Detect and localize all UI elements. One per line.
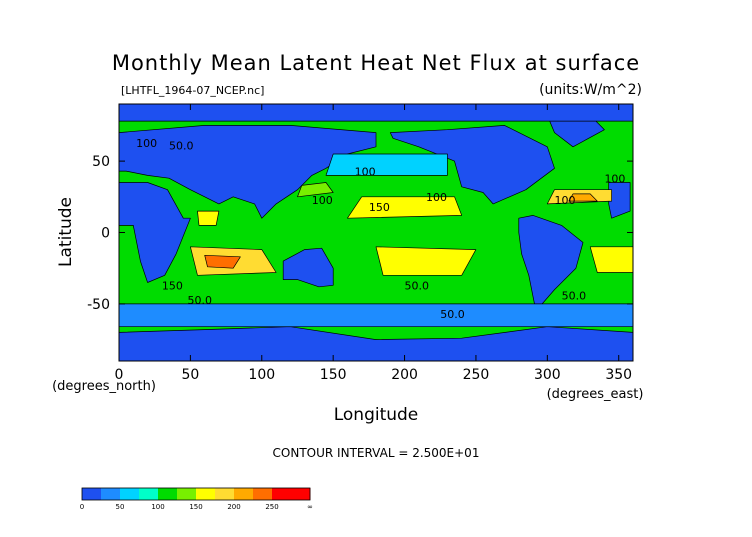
- y-axis-label: Latitude: [56, 197, 76, 267]
- contour-label: 50.0: [562, 290, 587, 303]
- region-14: [347, 196, 463, 219]
- contour-label: 100: [355, 165, 376, 178]
- contour-label: 100: [554, 194, 575, 207]
- contour-label: 100: [426, 191, 447, 204]
- region-4: [119, 182, 191, 283]
- x-tick-label: 50: [181, 367, 199, 383]
- colorbar: 0 50 100 150 200 250 ∞: [80, 487, 313, 511]
- contour-interval-text: CONTOUR INTERVAL = 2.500E+01: [273, 446, 480, 460]
- contour-label: 50.0: [188, 294, 213, 307]
- chart-title: Monthly Mean Latent Heat Net Flux at sur…: [112, 51, 640, 75]
- plot-area: 100 50.0 150 50.0 100 100 150 100 100 100 50.0 50.0…: [119, 104, 633, 361]
- x-tick-label: 350: [605, 367, 632, 383]
- contour-label: 100: [312, 194, 333, 207]
- region-2: [518, 215, 584, 312]
- x-tick-label: 200: [391, 367, 418, 383]
- x-tick-label: 300: [534, 367, 561, 383]
- contour-label: 50.0: [405, 280, 430, 293]
- colorbar-swatch: [291, 488, 311, 500]
- x-unit-label: (degrees_east): [547, 387, 644, 402]
- y-tick-label: -50: [87, 297, 110, 313]
- region-8: [119, 104, 633, 122]
- contour-label: 100: [604, 173, 625, 186]
- colorbar-tick-label: 200: [227, 503, 240, 511]
- y-axis: -50 0 50: [87, 154, 633, 313]
- colorbar-swatch: [101, 488, 121, 500]
- colorbar-swatch: [177, 488, 197, 500]
- colorbar-swatch: [139, 488, 159, 500]
- x-tick-label: 0: [115, 367, 124, 383]
- region-17: [589, 246, 633, 273]
- contour-label: 150: [162, 280, 183, 293]
- y-unit-label: (degrees_north): [52, 379, 156, 394]
- colorbar-frame: [81, 487, 311, 501]
- region-19: [197, 210, 220, 226]
- colorbar-tick-label: ∞: [307, 503, 313, 511]
- region-7: [119, 326, 633, 361]
- colorbar-swatch: [215, 488, 235, 500]
- region-9: [119, 303, 633, 328]
- colorbar-swatch: [272, 488, 292, 500]
- y-tick-label: 50: [92, 154, 110, 170]
- region-16: [568, 193, 598, 202]
- file-label: [LHTFL_1964-07_NCEP.nc]: [121, 84, 264, 97]
- colorbar-swatch: [234, 488, 254, 500]
- colorbar-tick-label: 50: [116, 503, 125, 511]
- region-5: [119, 125, 377, 219]
- region-10: [325, 153, 448, 176]
- x-tick-label: 150: [320, 367, 347, 383]
- contour-label: 150: [369, 201, 390, 214]
- region-0: [389, 125, 555, 205]
- x-axis: 0 50 100 150 200 250 300 350: [115, 104, 632, 383]
- colorbar-swatch: [253, 488, 273, 500]
- colorbar-tick-label: 250: [265, 503, 278, 511]
- x-tick-label: 250: [463, 367, 490, 383]
- colorbar-swatch: [82, 488, 102, 500]
- region-6: [282, 247, 334, 288]
- y-tick-label: 0: [101, 226, 110, 242]
- contour-label: 100: [136, 137, 157, 150]
- units-label: (units:W/m^2): [539, 82, 642, 98]
- colorbar-tick-label: 0: [80, 503, 84, 511]
- region-18: [297, 182, 334, 198]
- colorbar-swatch: [196, 488, 216, 500]
- region-12: [204, 254, 241, 269]
- x-tick-label: 100: [248, 367, 275, 383]
- contour-label: 50.0: [169, 140, 194, 153]
- region-13: [375, 246, 477, 276]
- x-axis-label: Longitude: [334, 405, 419, 425]
- contour-label: 50.0: [440, 308, 465, 321]
- colorbar-swatch: [158, 488, 178, 500]
- colorbar-tick-label: 100: [151, 503, 164, 511]
- colorbar-swatch: [120, 488, 140, 500]
- colorbar-tick-label: 150: [189, 503, 202, 511]
